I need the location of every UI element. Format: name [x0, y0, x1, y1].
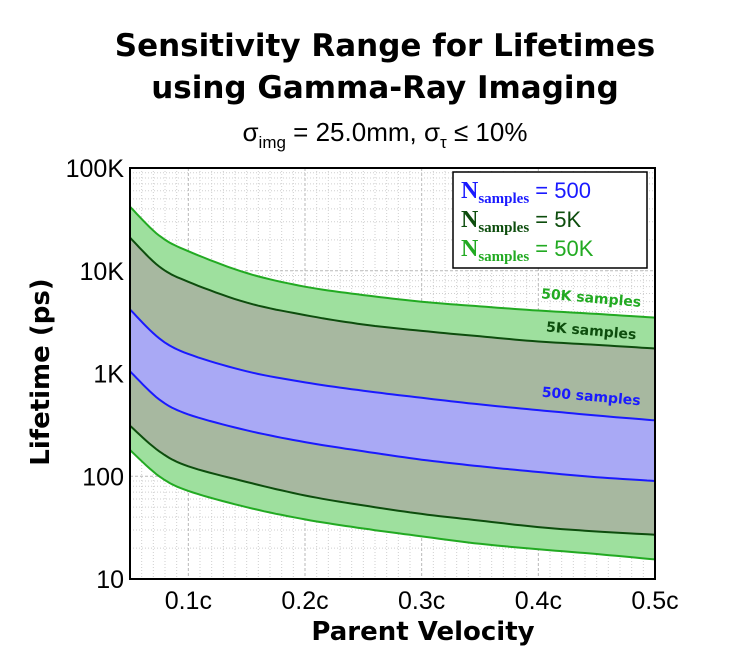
y-tick-label: 10: [96, 566, 124, 594]
y-axis-label: Lifetime (ps): [26, 278, 56, 465]
x-tick-label: 0.3c: [398, 587, 445, 615]
line-upper-50k-samples: [129, 206, 656, 319]
sigma-img-value: = 25.0mm,: [286, 117, 424, 147]
sigma-tau-symbol: σ: [424, 117, 440, 147]
x-axis-label: Parent Velocity: [311, 617, 534, 647]
legend-entry: Nsamples = 50K: [461, 236, 594, 265]
legend-box: [452, 171, 648, 269]
y-tick-label: 1K: [93, 361, 124, 389]
line-upper-5k-samples: [129, 236, 656, 350]
annotation-50k-samples: 50K samples: [541, 286, 642, 311]
sigma-tau-sub: τ: [440, 133, 447, 152]
chart-title-line2: using Gamma-Ray Imaging: [151, 70, 619, 106]
line-upper-500-samples: [129, 308, 656, 422]
x-tick-label: 0.5c: [631, 587, 678, 615]
legend-entry: Nsamples = 500: [461, 178, 591, 207]
y-tick-label: 100: [82, 463, 124, 491]
sigma-tau-value: ≤ 10%: [447, 117, 528, 147]
y-tick-labels: 10 100 1K 10K 100K: [66, 155, 125, 594]
x-tick-label: 0.2c: [281, 587, 328, 615]
line-lower-50k-samples: [129, 449, 656, 561]
plot-frame: [129, 167, 656, 580]
x-tick-label: 0.4c: [515, 587, 562, 615]
x-tick-labels: 0.1c 0.2c 0.3c 0.4c 0.5c: [165, 587, 679, 615]
legend-entry: Nsamples = 5K: [461, 207, 581, 236]
y-tick-label: 100K: [66, 155, 125, 183]
series-lines: [129, 206, 656, 561]
annotation-5k-samples: 5K samples: [545, 319, 637, 343]
chart-title: Sensitivity Range for Lifetimes: [115, 28, 655, 64]
y-tick-label: 10K: [80, 258, 125, 286]
x-tick-label: 0.1c: [165, 587, 212, 615]
sigma-img-symbol: σ: [243, 117, 259, 147]
line-lower-500-samples: [129, 370, 656, 482]
chart-subtitle: σimg = 25.0mm, στ ≤ 10%: [243, 117, 528, 152]
line-lower-5k-samples: [129, 425, 656, 536]
sigma-img-sub: img: [259, 133, 286, 152]
